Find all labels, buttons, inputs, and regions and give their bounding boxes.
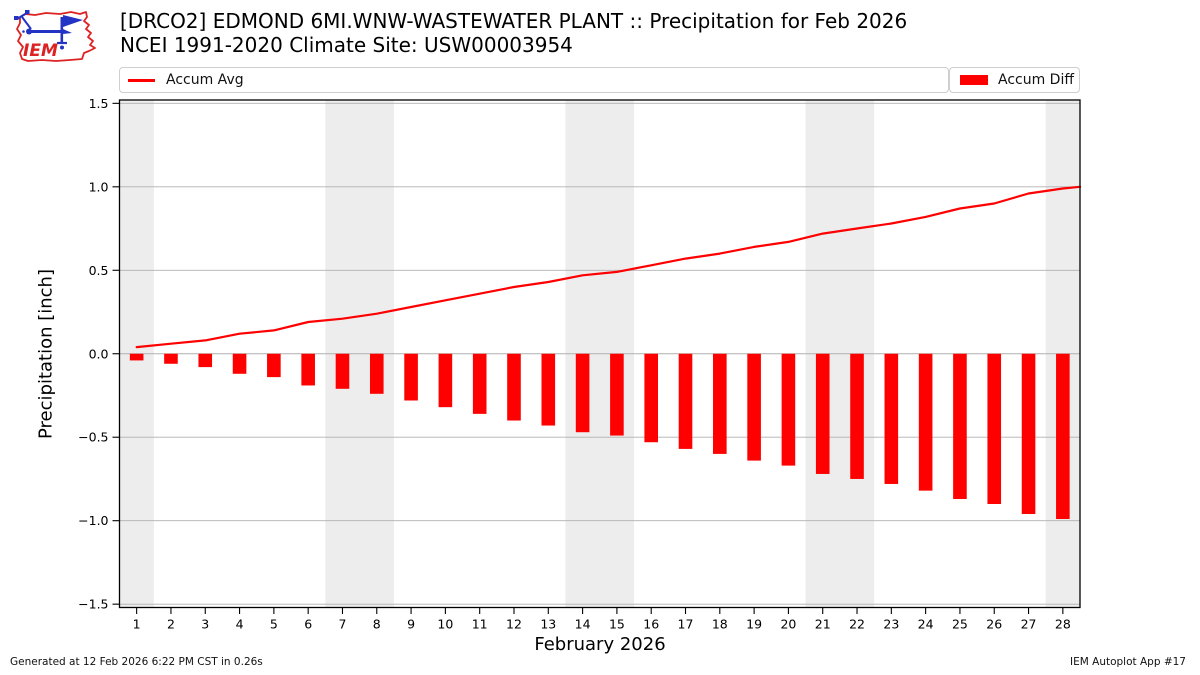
accum-diff-bar [747,353,761,461]
y-tick-label: −1.5 [78,597,108,612]
title-block: [DRCO2] EDMOND 6MI.WNW-WASTEWATER PLANT … [120,9,908,57]
accum-diff-bar [850,353,864,479]
accum-diff-bar [987,353,1002,504]
x-tick-label: 6 [304,617,312,632]
logo-text: IEM [23,41,58,61]
y-tick-label: 0.0 [89,346,109,361]
x-tick-label: 28 [1055,617,1071,632]
iem-logo: IEM [14,10,96,62]
accum-diff-bar [781,353,796,466]
y-tick-label: 0.5 [89,263,109,278]
x-tick-label: 7 [338,617,346,632]
accum-diff-bar [369,353,384,394]
x-tick-label: 24 [918,617,934,632]
accum-diff-bar [198,353,213,368]
y-tick-label: 1.0 [89,179,109,194]
x-tick-label: 9 [407,617,415,632]
x-tick-label: 2 [167,617,175,632]
x-tick-label: 16 [643,617,659,632]
x-tick-label: 1 [133,617,141,632]
x-tick-label: 3 [201,617,209,632]
x-tick-label: 21 [815,617,831,632]
accum-diff-bar [438,353,453,408]
accum-diff-bar [335,353,350,389]
accum-diff-bar [713,353,727,454]
accum-avg-label: Accum Avg [166,72,244,88]
y-tick-label: 1.5 [89,96,109,111]
accum-diff-bar [267,353,281,378]
accum-diff-bar [1056,353,1070,520]
x-tick-label: 13 [540,617,556,632]
x-tick-label: 27 [1021,617,1037,632]
app-credit: IEM Autoplot App #17 [1070,656,1186,668]
page-title: [DRCO2] EDMOND 6MI.WNW-WASTEWATER PLANT … [120,9,908,33]
generated-timestamp: Generated at 12 Feb 2026 6:22 PM CST in … [10,656,263,668]
x-tick-label: 25 [952,617,968,632]
accum-diff-bar [404,353,418,401]
accum-diff-bar [472,353,487,414]
x-tick-label: 15 [609,617,625,632]
x-tick-label: 12 [506,617,522,632]
x-tick-label: 17 [678,617,694,632]
accum-avg-line-swatch [128,78,155,82]
accum-diff-bar [301,353,315,386]
iowa-state-outline [16,11,96,62]
accum-diff-label: Accum Diff [998,72,1075,88]
x-tick-label: 14 [575,617,591,632]
accum-diff-bar [1021,353,1036,515]
weather-vane-icon [14,10,83,50]
accum-diff-bar [644,353,659,443]
page-subtitle: NCEI 1991-2020 Climate Site: USW00003954 [120,32,573,57]
accum-diff-bar [575,353,590,433]
x-tick-label: 26 [986,617,1002,632]
x-tick-label: 20 [780,617,796,632]
accum-diff-bar-swatch [960,75,988,85]
accum-diff-bar [232,353,247,374]
x-tick-label: 23 [883,617,899,632]
x-tick-label: 5 [270,617,278,632]
x-tick-label: 19 [746,617,762,632]
x-tick-label: 4 [236,617,244,632]
x-tick-label: 8 [373,617,381,632]
x-tick-label: 11 [472,617,488,632]
y-tick-label: −1.0 [78,513,108,528]
x-axis-label: February 2026 [534,634,666,655]
accum-diff-bar [918,353,933,491]
accum-diff-bar [541,353,556,426]
accum-avg-line [135,185,1082,349]
accum-diff-bar [610,353,624,436]
x-tick-label: 22 [849,617,865,632]
y-tick-label: −0.5 [78,430,108,445]
legend-entry-accum-avg: Accum Avg [119,67,949,93]
accum-diff-bar [678,353,693,449]
x-tick-label: 18 [712,617,728,632]
accum-diff-bar [884,353,899,484]
legend-entry-accum-diff: Accum Diff [949,67,1080,93]
accum-diff-bar [815,353,830,474]
x-tick-label: 10 [437,617,453,632]
accum-diff-bar [953,353,967,499]
accum-diff-bar [507,353,521,421]
accum-diff-bar [129,353,144,361]
accum-diff-bar [164,353,178,364]
legend-bar: Accum Avg Accum Diff [119,67,1080,93]
